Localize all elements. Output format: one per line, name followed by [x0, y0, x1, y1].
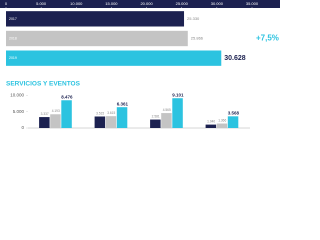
x-tick-label: 15.000 — [105, 1, 118, 6]
axis-band — [0, 0, 280, 8]
bar — [161, 113, 172, 128]
chart: SERVICIOS Y EVENTOS 0 5.000 10.000 15.000 20… — [0, 0, 280, 130]
x-tick-label: 5.000 — [36, 1, 47, 6]
x-tick-label: 20.000 — [140, 1, 153, 6]
bar — [39, 117, 50, 128]
bar — [116, 107, 128, 128]
bar — [6, 30, 188, 47]
bar-category: 2017 — [9, 17, 17, 21]
bar — [205, 124, 217, 128]
x-tick-label: 10.000 — [70, 1, 83, 6]
y-tick-label: 5.000 — [13, 109, 25, 114]
value-label: 1.366 — [218, 118, 226, 122]
bar — [94, 116, 106, 128]
value-label: 1.040 — [207, 119, 215, 123]
bar — [105, 116, 117, 128]
bar — [50, 114, 61, 128]
value-label: 25.866 — [191, 36, 204, 41]
value-label: 3.337 — [41, 112, 49, 116]
bar — [61, 100, 72, 128]
value-label: 4.565 — [163, 108, 171, 112]
annotation: +7,5% — [256, 34, 279, 43]
bar — [6, 50, 222, 66]
value-label: 2.581 — [152, 114, 160, 118]
y-tick-label: 10.000 — [10, 92, 24, 97]
value-label: 3.568 — [228, 111, 240, 116]
value-label: 6.361 — [117, 101, 129, 106]
bar-category: 2018 — [9, 36, 17, 40]
bar — [216, 123, 228, 128]
x-tick-label: 25.000 — [176, 1, 189, 6]
x-tick-label: 30.000 — [211, 1, 224, 6]
bar — [172, 98, 183, 128]
bar-category: 2019 — [9, 56, 17, 60]
bar — [6, 11, 185, 27]
value-label: 9.101 — [172, 92, 184, 97]
value-label: 30.628 — [224, 55, 246, 62]
x-tick-label: 0 — [5, 1, 8, 6]
bar — [227, 116, 239, 128]
chart-title: SERVICIOS Y EVENTOS — [6, 81, 81, 88]
value-label: 3.615 — [107, 111, 115, 115]
y-tick-label: 0 — [21, 125, 24, 130]
value-label: 25.330 — [187, 16, 200, 21]
value-label: 3.515 — [96, 111, 104, 115]
value-label: 8.476 — [61, 94, 73, 99]
value-label: 4.193 — [52, 109, 60, 113]
bar — [150, 119, 161, 128]
x-tick-label: 35.000 — [246, 1, 259, 6]
